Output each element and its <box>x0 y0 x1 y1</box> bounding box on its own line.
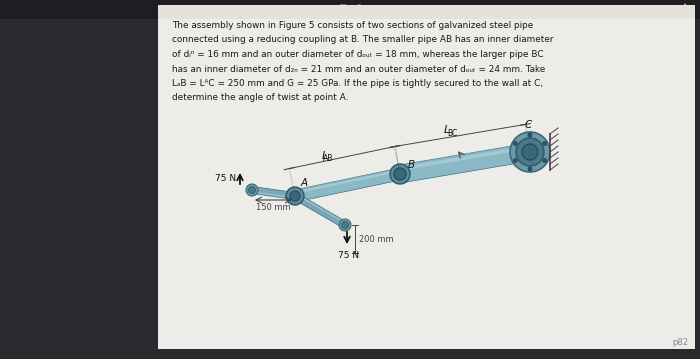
Circle shape <box>248 186 256 194</box>
Text: connected using a reducing coupling at B. The smaller pipe AB has an inner diame: connected using a reducing coupling at B… <box>172 36 554 45</box>
Text: LₐB = LᴬC = 250 mm and G = 25 GPa. If the pipe is tightly secured to the wall at: LₐB = LᴬC = 250 mm and G = 25 GPa. If th… <box>172 79 543 88</box>
Text: 75 N: 75 N <box>215 174 236 183</box>
Text: 200 mm: 200 mm <box>359 234 393 243</box>
Polygon shape <box>400 155 531 183</box>
Polygon shape <box>251 191 295 199</box>
Circle shape <box>513 141 517 145</box>
Circle shape <box>342 222 349 228</box>
Polygon shape <box>251 187 295 200</box>
Circle shape <box>390 164 410 184</box>
Polygon shape <box>293 193 346 228</box>
Text: A: A <box>301 178 308 188</box>
Text: L: L <box>444 125 450 135</box>
Polygon shape <box>399 145 529 171</box>
Circle shape <box>542 141 547 145</box>
Polygon shape <box>294 168 401 202</box>
Circle shape <box>246 184 258 196</box>
Text: ⊞  ↺: ⊞ ↺ <box>339 3 361 13</box>
Text: 75 N: 75 N <box>338 251 360 260</box>
Circle shape <box>339 219 351 231</box>
Polygon shape <box>295 176 401 202</box>
Polygon shape <box>252 187 295 195</box>
Circle shape <box>522 144 538 160</box>
Text: ⬇: ⬇ <box>680 3 688 13</box>
Circle shape <box>513 159 517 163</box>
Text: The assembly shown in Figure 5 consists of two sections of galvanized steel pipe: The assembly shown in Figure 5 consists … <box>172 21 533 30</box>
Polygon shape <box>0 0 700 19</box>
Text: L: L <box>321 150 328 160</box>
Text: B: B <box>408 160 415 170</box>
Polygon shape <box>158 5 695 19</box>
Polygon shape <box>295 194 346 224</box>
Text: has an inner diameter of d₂ₙ = 21 mm and an outer diameter of dₒᵤₜ = 24 mm. Take: has an inner diameter of d₂ₙ = 21 mm and… <box>172 65 545 74</box>
Polygon shape <box>158 5 695 349</box>
Text: p82: p82 <box>672 338 688 347</box>
Text: of dᵢⁿ = 16 mm and an outer diameter of dₒᵤₜ = 18 mm, whereas the larger pipe BC: of dᵢⁿ = 16 mm and an outer diameter of … <box>172 50 544 59</box>
Polygon shape <box>293 197 344 228</box>
Text: AB: AB <box>323 154 334 163</box>
Polygon shape <box>398 143 531 183</box>
Circle shape <box>528 133 532 137</box>
Text: BC: BC <box>447 129 457 138</box>
Circle shape <box>542 159 547 163</box>
Circle shape <box>528 167 532 171</box>
Text: C: C <box>524 120 531 130</box>
Text: 150 mm: 150 mm <box>256 203 290 212</box>
Polygon shape <box>294 169 400 194</box>
Circle shape <box>290 191 300 201</box>
Circle shape <box>510 132 550 172</box>
Text: determine the angle of twist at point A.: determine the angle of twist at point A. <box>172 93 349 103</box>
Circle shape <box>516 138 544 166</box>
Circle shape <box>286 187 304 205</box>
Circle shape <box>394 168 406 180</box>
